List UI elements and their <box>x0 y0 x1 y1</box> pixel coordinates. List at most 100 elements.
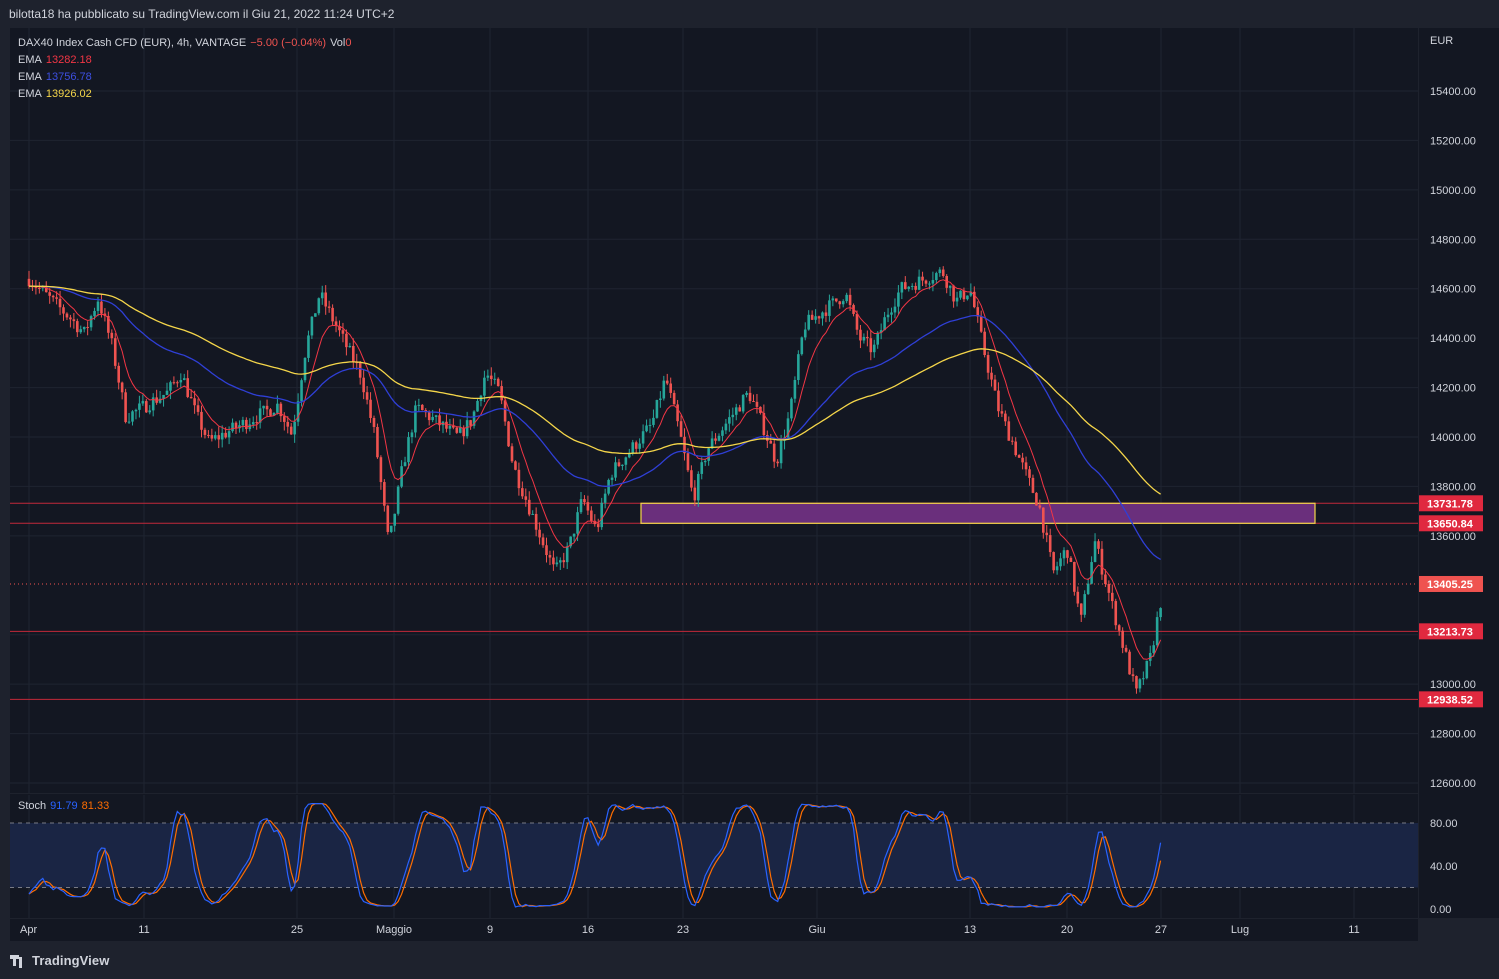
candle-body <box>289 426 293 435</box>
time-tick-label: Apr <box>20 924 37 936</box>
candle-body <box>341 330 345 334</box>
candle-body <box>431 416 434 421</box>
candle-body <box>445 421 448 429</box>
candle-body <box>721 430 724 436</box>
vol-value: 0 <box>345 37 352 49</box>
candle-body <box>552 557 555 565</box>
candle-body <box>1024 462 1028 470</box>
candle-body <box>307 335 310 358</box>
candle-body <box>314 313 317 317</box>
candle-body <box>1155 617 1159 646</box>
candle-body <box>538 529 541 538</box>
stoch-tick-label: 0.00 <box>1430 904 1451 916</box>
candle-body <box>1131 674 1135 677</box>
time-axis[interactable] <box>10 919 1418 941</box>
main-price-pane[interactable] <box>10 28 1418 793</box>
candle-body <box>107 315 110 333</box>
candle-body <box>1097 541 1100 549</box>
candle-body <box>669 383 672 393</box>
candle-body <box>838 301 842 305</box>
currency-label: EUR <box>1430 35 1453 47</box>
candle-body <box>434 415 438 417</box>
price-change: −5.00 (−0.04%) <box>250 37 327 49</box>
candle-body <box>1076 591 1080 604</box>
candle-body <box>1052 552 1055 571</box>
candle-body <box>262 405 265 409</box>
candle-body <box>614 462 617 478</box>
candle-body <box>334 321 338 326</box>
candle-body <box>790 398 793 419</box>
stoch-legend[interactable]: Stoch 91.79 81.33 <box>18 800 109 812</box>
candle-body <box>869 338 873 353</box>
candle-body <box>672 392 676 405</box>
candle-body <box>303 357 307 381</box>
candle-body <box>279 403 283 417</box>
price-tick-label: 13000.00 <box>1430 679 1476 691</box>
candle-body <box>131 411 134 422</box>
ema-legend-row-fast[interactable]: EMA 13282.18 <box>18 52 355 69</box>
symbol-legend-row[interactable]: DAX40 Index Cash CFD (EUR), 4h, VANTAGE −… <box>18 35 355 52</box>
candle-body <box>990 372 993 380</box>
candle-body <box>514 461 517 470</box>
ema-value: 13756.78 <box>45 71 92 83</box>
candle-body <box>86 326 89 328</box>
candle-body <box>462 427 465 437</box>
candle-body <box>924 280 928 284</box>
candle-body <box>245 419 248 429</box>
candle-body <box>396 486 400 514</box>
candle-body <box>600 502 603 528</box>
candle-body <box>169 382 172 391</box>
candle-body <box>641 431 645 444</box>
candle-body <box>465 420 469 437</box>
candle-body <box>859 329 862 341</box>
candle-body <box>345 333 348 348</box>
candle-body <box>545 545 548 556</box>
brand-logo[interactable]: TradingView <box>10 953 109 968</box>
candle-body <box>897 292 900 307</box>
candle-body <box>603 493 607 503</box>
candle-body <box>848 294 852 306</box>
price-tick-label: 14800.00 <box>1430 234 1476 246</box>
candle-body <box>452 425 455 428</box>
ema-legend-row-slow[interactable]: EMA 13926.02 <box>18 86 355 103</box>
candle-body <box>414 405 417 433</box>
candle-body <box>486 375 490 378</box>
price-axis[interactable] <box>1419 28 1499 918</box>
candle-body <box>483 377 486 396</box>
candle-body <box>524 496 528 500</box>
candle-body <box>203 429 207 435</box>
candle-body <box>41 287 45 289</box>
candle-body <box>417 404 421 406</box>
candle-body <box>914 285 917 290</box>
candle-body <box>1090 562 1093 584</box>
candle-body <box>358 363 362 378</box>
candle-body <box>76 321 79 333</box>
candle-body <box>165 390 169 395</box>
price-line-label-bg <box>1419 515 1483 532</box>
candle-body <box>1121 630 1124 648</box>
candle-body <box>555 562 559 565</box>
candle-body <box>559 560 562 563</box>
candle-body <box>893 306 897 313</box>
candle-body <box>1069 557 1073 562</box>
candle-body <box>258 408 262 423</box>
candle-body <box>766 435 769 441</box>
candle-body <box>1142 678 1145 680</box>
price-line-label-bg <box>1419 691 1483 708</box>
candle-body <box>686 453 690 471</box>
candle-body <box>89 316 93 328</box>
candle-body <box>1059 558 1062 567</box>
candle-body <box>1014 441 1017 456</box>
candle-body <box>1159 608 1162 618</box>
candle-body <box>265 405 269 410</box>
price-tick-label: 12600.00 <box>1430 778 1476 790</box>
stoch-d-line <box>28 803 1162 908</box>
candle-body <box>96 301 100 311</box>
candle-body <box>113 338 117 366</box>
candle-body <box>1086 583 1090 595</box>
candle-body <box>569 536 572 547</box>
price-tick-label: 14200.00 <box>1430 383 1476 395</box>
ema-legend-row-mid[interactable]: EMA 13756.78 <box>18 69 355 86</box>
candle-body <box>296 401 300 422</box>
candle-body <box>338 325 341 331</box>
